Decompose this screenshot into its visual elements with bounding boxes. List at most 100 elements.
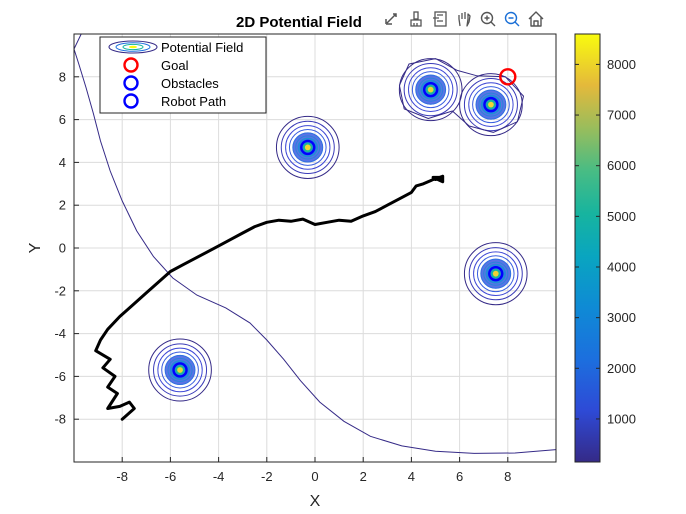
robot-path: [94, 174, 445, 421]
obstacle-contour-ring: [157, 347, 203, 393]
colorbar: [574, 33, 601, 463]
obstacle-contour-ring: [480, 258, 512, 289]
obstacle-marker-2: [422, 81, 439, 98]
obstacle-well-peak: [177, 367, 183, 373]
obstacle-contour-ring: [468, 82, 514, 127]
home-icon[interactable]: [525, 8, 547, 30]
obstacle-contour-ring: [295, 135, 321, 160]
obstacle-well-peak: [427, 86, 434, 93]
x-tick-label: -6: [165, 469, 177, 484]
obstacle-contour-ring: [463, 242, 528, 306]
datatip-icon[interactable]: [429, 8, 451, 30]
x-tick-label: 0: [311, 469, 318, 484]
obstacle-contour-ring: [418, 77, 444, 102]
y-axis-label: Y: [27, 242, 44, 253]
obstacle-well-1: [275, 115, 340, 179]
obstacle-contour-ring: [411, 71, 450, 109]
x-axis-ticks: -8 -6 -4 -2 0 2 4 6 8: [116, 457, 511, 484]
legend: Potential Field Goal Obstacles Robot Pat…: [99, 36, 267, 114]
colorbar-tick-label: 5000: [607, 209, 636, 224]
legend-label-robot-path: Robot Path: [161, 94, 226, 109]
y-tick-label: 6: [59, 112, 66, 127]
obstacle-marker-5: [172, 362, 188, 378]
obstacle-contour-ring: [288, 128, 327, 166]
brush-icon[interactable]: [405, 8, 427, 30]
axes-toolbar: [381, 8, 547, 30]
obstacle-well-peak: [492, 270, 499, 277]
markers: [172, 68, 517, 378]
colorbar-tick-label: 8000: [607, 57, 636, 72]
obstacle-well-4: [463, 242, 528, 306]
x-tick-label: 8: [504, 469, 511, 484]
obstacle-contour-ring: [473, 251, 519, 297]
y-tick-label: 8: [59, 69, 66, 84]
legend-label-obstacles: Obstacles: [161, 76, 219, 91]
obstacle-contour-ring: [459, 73, 523, 137]
chart-title: 2D Potential Field: [236, 14, 362, 31]
obstacle-contour-ring: [485, 264, 506, 284]
zoom-in-icon[interactable]: [477, 8, 499, 30]
obstacle-contour-ring: [478, 92, 504, 117]
obstacle-contour-ring: [468, 247, 523, 301]
robot-path-line: [94, 174, 445, 421]
y-tick-label: -6: [54, 369, 66, 384]
obstacle-contour-ring: [292, 132, 324, 163]
obstacle-contour-ring: [480, 95, 502, 115]
obstacle-contour-ring: [167, 357, 193, 383]
x-axis-label: X: [310, 493, 321, 510]
legend-swatch-robot-path: [123, 93, 139, 109]
x-tick-label: 2: [360, 469, 367, 484]
obstacle-well-peak: [488, 101, 494, 108]
obstacle-contour-ring: [148, 338, 212, 402]
obstacle-contour-ring: [169, 360, 191, 380]
obstacle-contour-ring: [476, 255, 515, 293]
legend-swatch-contour: [108, 40, 158, 54]
obstacle-contour-ring: [285, 125, 331, 170]
obstacle-contour-ring: [483, 261, 509, 286]
legend-label-potential-field: Potential Field: [161, 40, 243, 55]
legend-swatch-obstacles: [123, 75, 139, 91]
obstacle-contour-ring: [297, 137, 318, 157]
obstacle-contour-ring: [408, 67, 454, 112]
x-tick-label: -4: [213, 469, 225, 484]
contour-line-outer-left: [74, 34, 556, 454]
legend-label-goal: Goal: [161, 58, 189, 73]
pan-icon[interactable]: [453, 8, 475, 30]
obstacle-contour-ring: [164, 354, 196, 386]
colorbar-tick-label: 2000: [607, 361, 636, 376]
y-tick-label: 2: [59, 198, 66, 213]
contour-line-merged-obstacles: [398, 58, 524, 133]
obstacle-contour-ring: [280, 120, 335, 175]
y-tick-label: 0: [59, 241, 66, 256]
obstacle-contour-ring: [415, 74, 447, 105]
obstacle-contour-ring: [153, 343, 208, 397]
colorbar-tick-label: 7000: [607, 108, 636, 123]
obstacle-contour-ring: [275, 115, 340, 179]
obstacle-contour-ring: [161, 351, 199, 389]
y-tick-label: 4: [59, 155, 66, 170]
x-tick-label: 4: [408, 469, 415, 484]
zoom-out-icon[interactable]: [501, 8, 523, 30]
export-icon[interactable]: [381, 8, 403, 30]
x-tick-label: -2: [261, 469, 273, 484]
obstacle-marker-4: [488, 265, 504, 282]
y-tick-label: -4: [54, 326, 66, 341]
y-tick-label: -8: [54, 412, 66, 427]
colorbar-tick-label: 3000: [607, 310, 636, 325]
obstacle-contour-ring: [420, 80, 441, 100]
colorbar-tick-label: 1000: [607, 411, 636, 426]
y-axis-ticks: -8 -6 -4 -2 0 2 4 6 8: [54, 69, 79, 427]
obstacle-contour-ring: [463, 78, 518, 132]
goal-marker: [499, 68, 517, 86]
obstacle-contour-ring: [403, 63, 458, 117]
colorbar-tick-label: 6000: [607, 158, 636, 173]
y-tick-label: -2: [54, 283, 66, 298]
colorbar-ticks: 1000 2000 3000 4000 5000 6000 7000 8000: [575, 57, 636, 426]
obstacle-contour-ring: [398, 58, 463, 122]
x-tick-label: 6: [456, 469, 463, 484]
obstacle-marker-1: [300, 139, 316, 156]
obstacle-contour-ring: [472, 86, 510, 124]
x-tick-label: -8: [116, 469, 128, 484]
colorbar-tick-label: 4000: [607, 259, 636, 274]
